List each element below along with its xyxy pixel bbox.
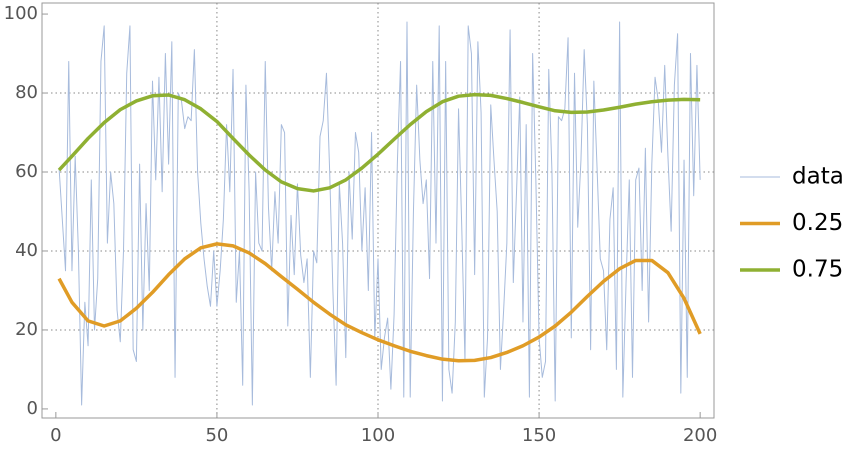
y-tick-label: 20	[15, 319, 38, 340]
x-tick-label: 50	[205, 425, 228, 446]
y-tick-label: 100	[4, 3, 38, 24]
x-tick-label: 200	[683, 425, 717, 446]
x-tick-label: 100	[361, 425, 395, 446]
x-tick-label: 150	[522, 425, 556, 446]
y-tick-label: 60	[15, 161, 38, 182]
series-line	[58, 21, 701, 406]
legend-label: 0.75	[792, 257, 843, 283]
series-line	[57, 92, 701, 193]
x-tick-label: 0	[50, 425, 61, 446]
y-tick-label: 80	[15, 82, 38, 103]
series-line	[57, 242, 702, 363]
y-tick-label: 40	[15, 240, 38, 261]
y-tick-label: 0	[27, 398, 38, 419]
legend-label: 0.25	[792, 210, 843, 236]
legend-label: data	[792, 164, 844, 190]
